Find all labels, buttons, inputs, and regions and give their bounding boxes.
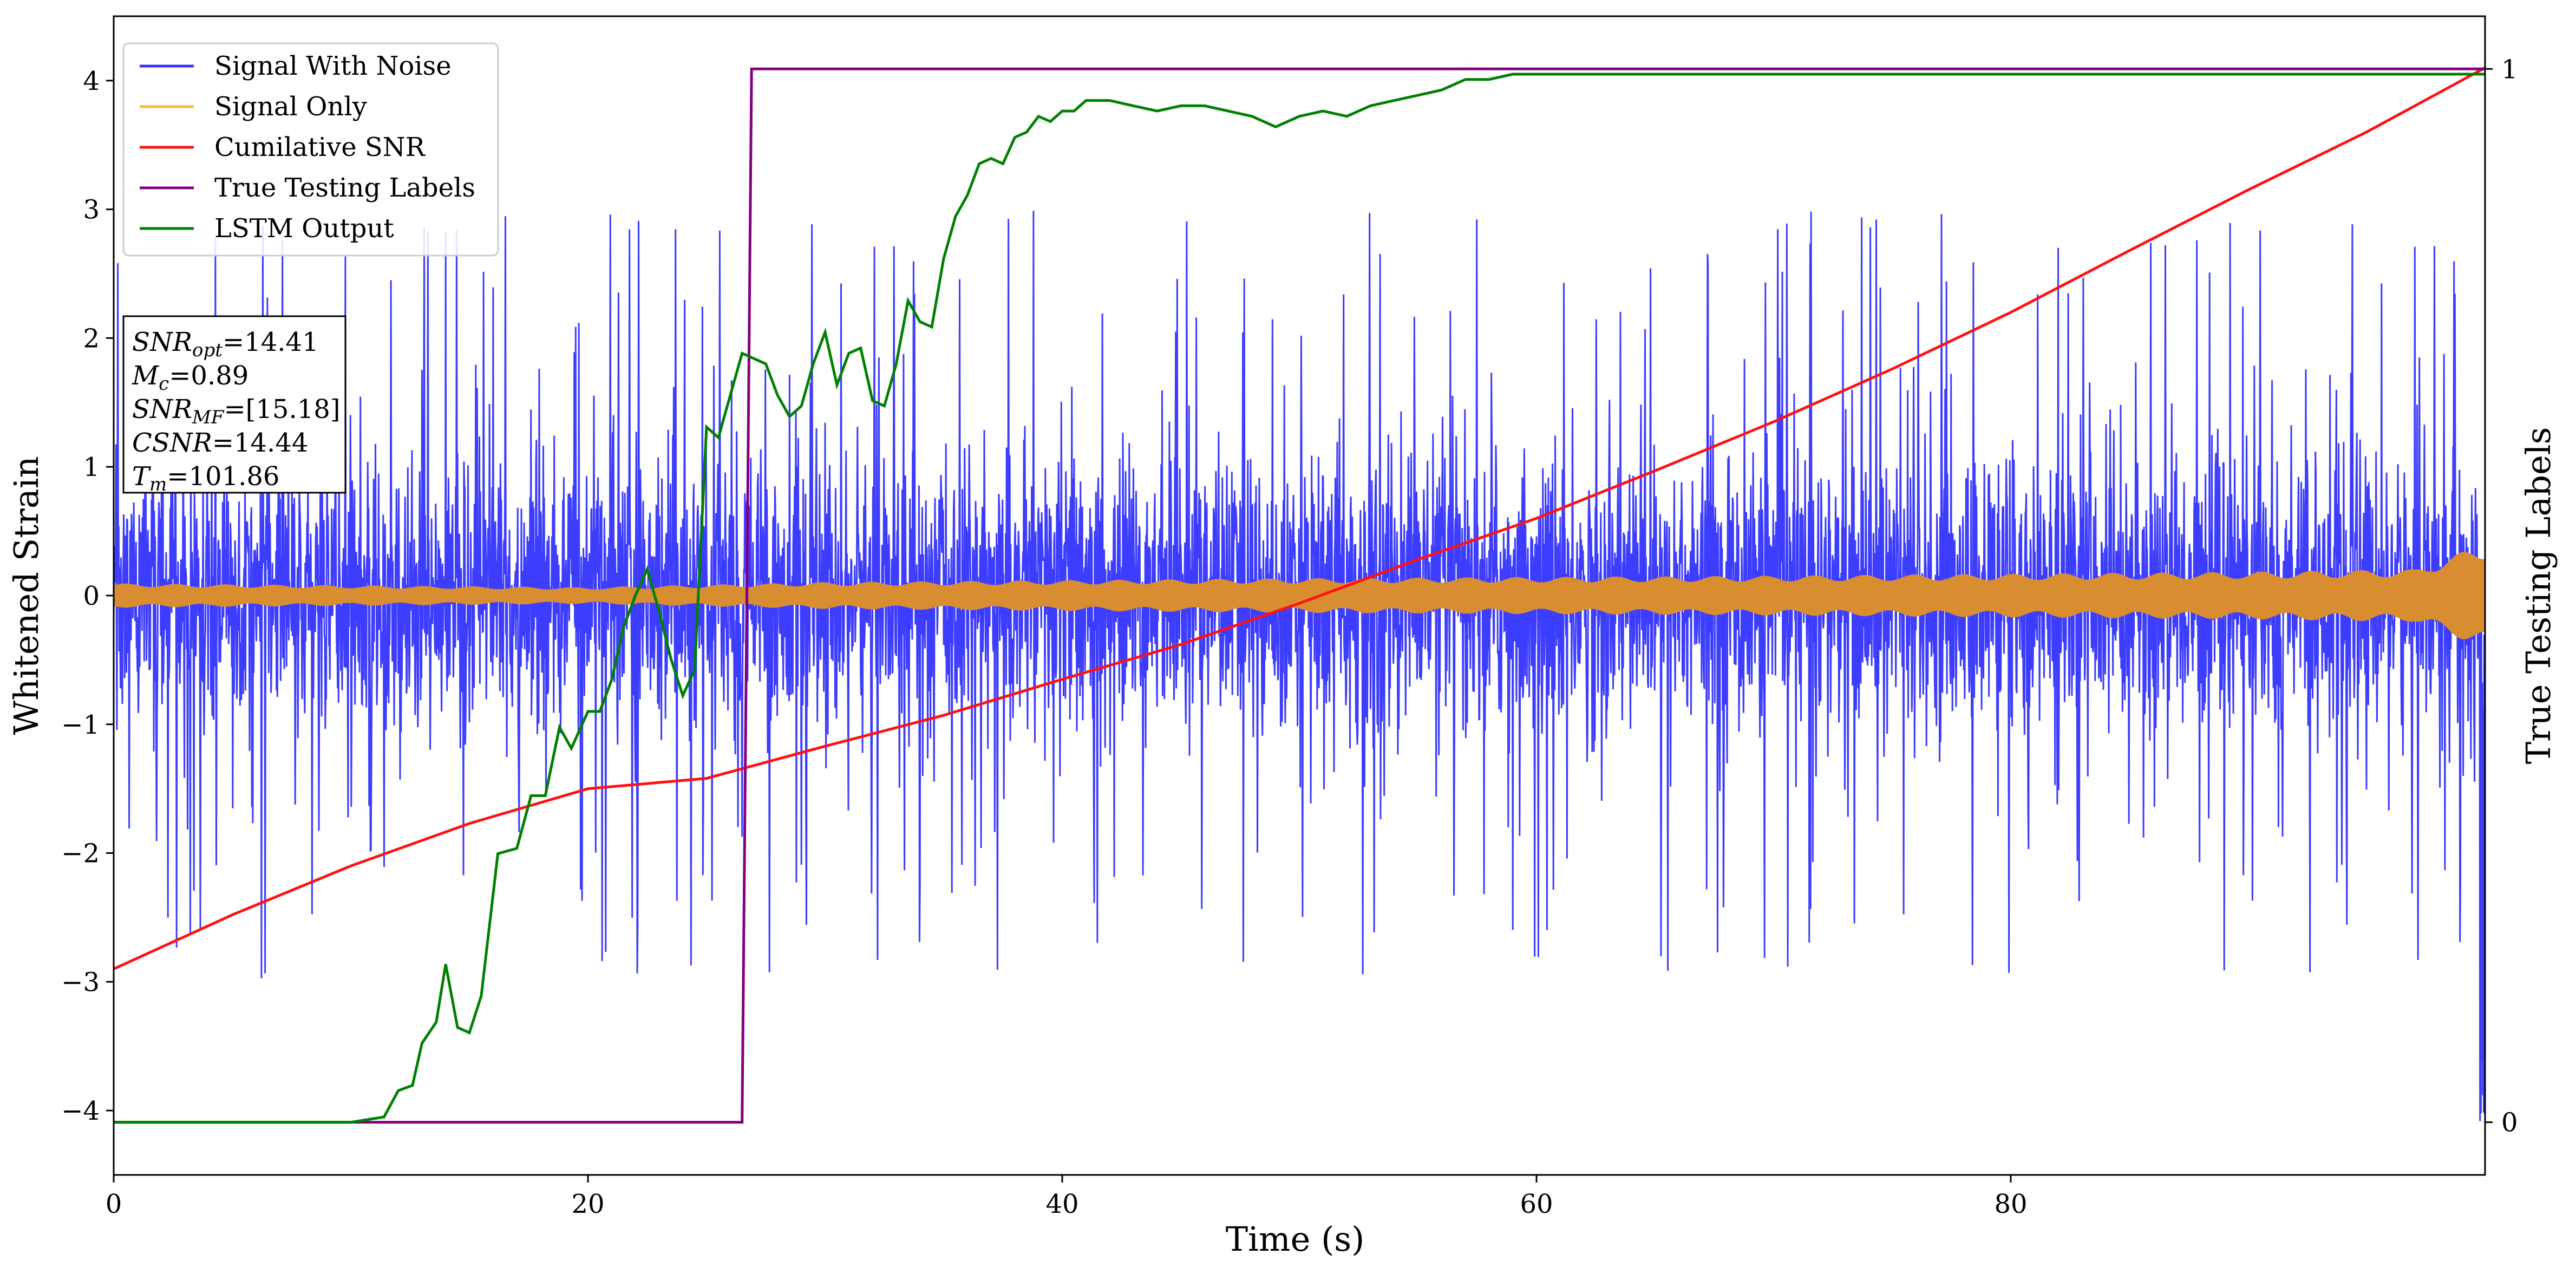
x-tick-label: 60 [1520, 1189, 1553, 1219]
y-tick-label: −1 [61, 710, 100, 740]
y-tick-label: 3 [83, 195, 100, 225]
annotation-line: Tm=101.86 [132, 461, 279, 495]
annotation-line: SNRopt=14.41 [132, 327, 319, 361]
x-tick-label: 0 [106, 1189, 122, 1219]
y-tick-label: 0 [83, 581, 100, 611]
y-tick-label: −3 [61, 967, 100, 997]
annotation-line: CSNR=14.44 [132, 428, 308, 458]
annotation-frame [122, 315, 346, 494]
annotation-line: Mc=0.89 [132, 361, 249, 395]
annotation-line: SNRMF=[15.18] [132, 394, 341, 428]
y-tick-label: −4 [61, 1096, 100, 1126]
cumulative-snr-line [114, 66, 2485, 970]
x-tick-label: 20 [571, 1189, 604, 1219]
signal-only-envelope [114, 552, 2485, 639]
y2-tick-label: 1 [2501, 54, 2518, 84]
x-tick-label: 80 [1994, 1189, 2027, 1219]
y2-tick-label: 0 [2501, 1108, 2518, 1138]
legend-label: Cumilative SNR [214, 132, 426, 162]
lstm-output-line [114, 73, 2485, 1124]
legend-label: True Testing Labels [214, 173, 475, 203]
annotation-box: SNRopt=14.41Mc=0.89SNRMF=[15.18]CSNR=14.… [122, 315, 346, 495]
y-tick-label: 4 [83, 66, 100, 96]
legend: Signal With Noise Signal Only Cumilative S… [122, 42, 499, 257]
true-testing-labels-line [114, 67, 2485, 1124]
legend-label: Signal Only [214, 92, 367, 122]
series-layer [114, 66, 2485, 1124]
y-tick-label: 1 [83, 452, 100, 482]
y-tick-label: 2 [83, 323, 100, 354]
y-tick-label: −2 [61, 839, 100, 869]
y-axis-label: Whitened Strain [6, 456, 46, 735]
legend-frame [122, 42, 499, 257]
x-tick-label: 40 [1045, 1189, 1078, 1219]
x-axis-label: Time (s) [1226, 1219, 1365, 1259]
legend-label: LSTM Output [214, 213, 394, 244]
legend-label: Signal With Noise [214, 51, 452, 81]
y2-axis-label: True Testing Labels [2519, 427, 2558, 765]
